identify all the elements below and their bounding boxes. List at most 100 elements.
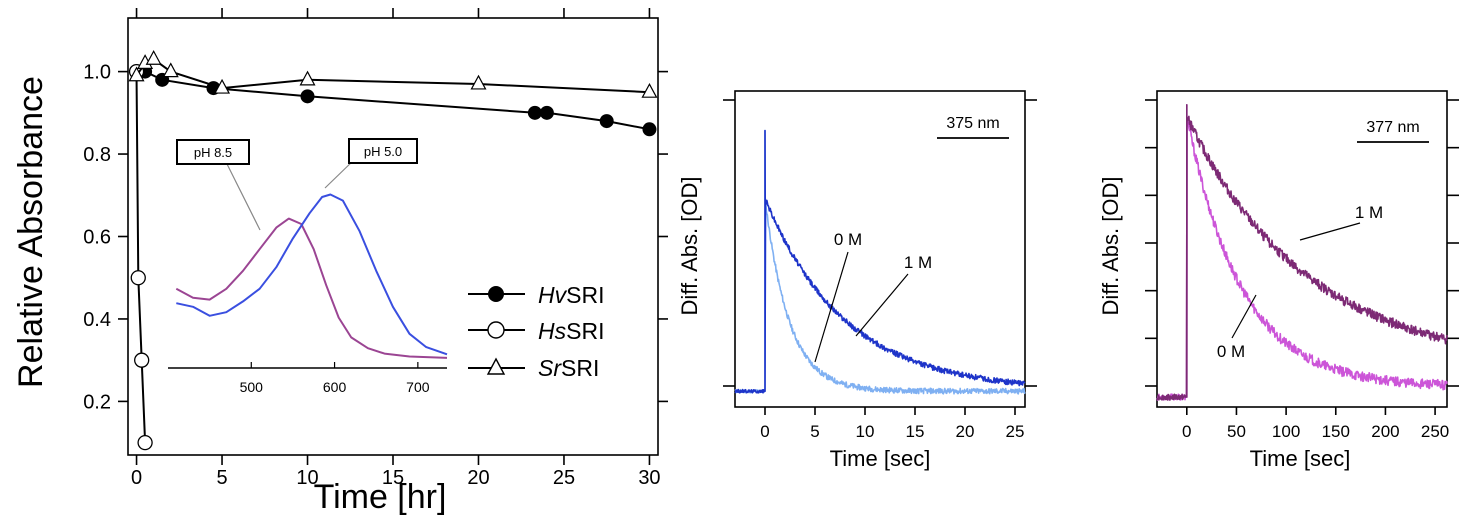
panel-c-trace-1M — [1156, 104, 1448, 401]
panel-b-leader-1M — [855, 273, 909, 337]
panel-a-y-tick-label: 0.6 — [83, 227, 111, 249]
panel-c-xlabel: Time [sec] — [1250, 446, 1351, 471]
panel-c-trace-0M — [1156, 104, 1448, 401]
legend-hs-marker — [487, 321, 505, 339]
legend-sr-text: SrSRI — [538, 355, 599, 381]
point-sr — [162, 62, 179, 78]
inset-x-tick-label: 600 — [323, 379, 347, 395]
legend-hv-marker — [488, 286, 504, 302]
panel-b-x-tick-label: 25 — [1006, 422, 1025, 441]
panel-a-x-tick-label: 0 — [131, 467, 142, 489]
panel-b-x-tick-label: 5 — [810, 422, 819, 441]
series-line-hs — [135, 71, 147, 443]
panel-a-y-tick-label: 0.8 — [83, 144, 111, 166]
legend-sr-suffix: SRI — [561, 355, 599, 381]
panel-a-y-tick-label: 1.0 — [83, 62, 111, 84]
legend: HvSRI HsSRI SrSRI — [468, 282, 604, 381]
ph50-label: pH 5.0 — [364, 144, 402, 159]
panel-c-label-0M: 0 M — [1217, 342, 1245, 361]
panel-b-trace-1M — [734, 129, 1026, 394]
legend-item-sr: SrSRI — [468, 355, 599, 381]
point-sr — [641, 82, 658, 98]
panel-b-label-1M: 1 M — [904, 253, 932, 272]
inset-lines — [175, 193, 448, 359]
panel-c-wavelength: 377 nm — [1366, 119, 1419, 136]
panel-b-label-0M: 0 M — [834, 230, 862, 249]
inset-x-ticks: 500 600 700 — [240, 362, 430, 395]
legend-item-hs: HsSRI — [468, 318, 604, 344]
panel-c-label-1M: 1 M — [1355, 203, 1383, 222]
panel-c-frame — [1156, 90, 1448, 408]
panel-c-series — [1156, 104, 1448, 401]
point-hv — [599, 114, 614, 129]
point-hs — [137, 434, 153, 451]
panel-a-xlabel: Time [hr] — [314, 478, 447, 516]
panel-c-x-tick-label: 250 — [1421, 422, 1449, 441]
panel-b-trace-0M — [734, 129, 1026, 395]
panel-b-leader-0M — [814, 251, 849, 363]
panel-c-x-tick-label: 150 — [1322, 422, 1350, 441]
ph-spectrum-inset: 500 600 700 pH 8.5 pH 5.0 — [168, 138, 448, 395]
panel-a-x-tick-label: 5 — [216, 467, 227, 489]
panel-a-x-ticks: 0 5 10 15 20 25 30 — [131, 8, 661, 489]
panel-a-x-tick-label: 20 — [467, 467, 489, 489]
panel-b-wavelength: 375 nm — [946, 115, 999, 132]
inset-line-ph50 — [176, 193, 448, 356]
panel-a-x-tick-label: 15 — [382, 467, 404, 489]
panel-c: 0 50 100 150 200 250 Diff. Abs. [OD] Time [se… — [1098, 90, 1459, 471]
panel-c-x-tick-label: 0 — [1182, 422, 1191, 441]
point-sr — [128, 66, 145, 82]
legend-hv-text: HvSRI — [538, 282, 604, 308]
legend-hv-prefix: Hv — [538, 282, 568, 308]
panel-c-x-tick-label: 50 — [1227, 422, 1246, 441]
point-sr — [214, 78, 231, 94]
panel-c-leader-1M — [1299, 222, 1361, 241]
panel-a-ylabel: Relative Absorbance — [12, 76, 50, 388]
point-hv — [539, 105, 554, 120]
ph85-label-box — [176, 139, 250, 165]
point-hs — [134, 352, 150, 368]
panel-b-x-tick-label: 15 — [906, 422, 925, 441]
panel-b-series — [734, 129, 1026, 395]
panel-b-xlabel: Time [sec] — [830, 446, 931, 471]
point-hv — [300, 89, 315, 104]
panel-c-ylabel: Diff. Abs. [OD] — [1098, 177, 1123, 316]
legend-sr-marker — [486, 357, 506, 375]
legend-item-hv: HvSRI — [468, 282, 604, 308]
panel-c-x-tick-label: 100 — [1272, 422, 1300, 441]
panel-a: 0 5 10 15 20 25 30 0.2 0.4 0.6 0.8 1.0 Relative Ab… — [12, 8, 668, 516]
point-sr — [470, 74, 487, 90]
legend-hs-prefix: Hs — [538, 318, 567, 344]
panel-a-y-tick-label: 0.4 — [83, 309, 111, 331]
legend-sr-prefix: Sr — [538, 355, 562, 381]
point-sr — [299, 70, 316, 86]
point-hs — [130, 270, 146, 286]
panel-b-frame — [734, 90, 1026, 408]
point-sr — [145, 49, 162, 65]
panel-b-x-tick-label: 20 — [956, 422, 975, 441]
panel-a-y-tick-label: 0.2 — [83, 391, 111, 413]
panel-b: 0 5 10 15 20 25 Diff. Abs. [OD] Time [sec] 37… — [677, 90, 1037, 471]
panel-a-y-ticks: 0.2 0.4 0.6 0.8 1.0 — [83, 62, 668, 413]
legend-hs-suffix: SRI — [566, 318, 604, 344]
ph85-leader — [225, 161, 261, 231]
inset-line-ph85 — [175, 217, 448, 359]
panel-c-ticks: 0 50 100 150 200 250 — [1145, 99, 1459, 441]
panel-b-x-tick-label: 0 — [760, 422, 769, 441]
panel-b-ticks: 0 5 10 15 20 25 — [723, 99, 1037, 441]
series-line-hv — [136, 70, 650, 131]
panel-a-x-tick-label: 25 — [553, 467, 575, 489]
panel-a-series — [128, 49, 658, 451]
inset-x-tick-label: 500 — [240, 379, 264, 395]
panel-a-x-tick-label: 10 — [296, 467, 318, 489]
ph85-label: pH 8.5 — [194, 145, 232, 160]
panel-b-x-tick-label: 10 — [856, 422, 875, 441]
legend-hs-text: HsSRI — [538, 318, 604, 344]
panel-a-x-tick-label: 30 — [638, 467, 660, 489]
panel-b-ylabel: Diff. Abs. [OD] — [677, 177, 702, 316]
point-hv — [527, 105, 542, 120]
point-hv — [642, 122, 657, 137]
ph50-label-box — [348, 138, 418, 164]
panel-c-leader-0M — [1231, 294, 1257, 339]
